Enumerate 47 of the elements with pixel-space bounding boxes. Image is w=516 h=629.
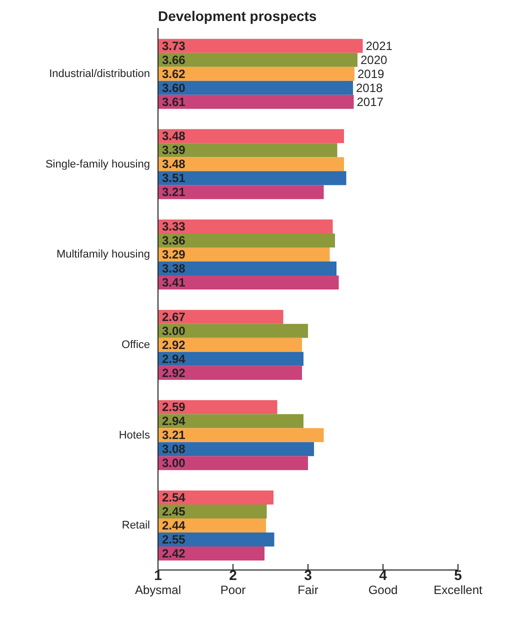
y-tick-label: Hotels: [118, 429, 150, 442]
data-label: 3.60: [162, 80, 186, 95]
data-label: 2.44: [162, 518, 186, 533]
x-tick-label: 3 Fair: [298, 567, 318, 597]
data-label: 2.92: [162, 366, 186, 380]
x-tick-label: 5 Excellent: [434, 567, 484, 597]
data-label: 2.92: [162, 338, 186, 352]
y-tick-label: Industrial/distribution: [49, 68, 150, 80]
data-label: 3.62: [162, 66, 186, 81]
x-tick-label: 2 Poor: [220, 567, 246, 597]
data-label: 3.00: [162, 324, 186, 338]
data-label: 3.33: [162, 220, 186, 234]
data-label: 3.51: [162, 171, 186, 186]
data-label: 3.21: [162, 428, 186, 442]
data-label: 2.45: [162, 504, 186, 519]
series-label: 2018: [356, 80, 384, 95]
data-label: 2.54: [162, 490, 186, 505]
series-label: 2020: [360, 52, 388, 67]
data-label: 2.94: [162, 414, 186, 428]
data-label: 3.36: [162, 234, 186, 248]
y-tick-label: Multifamily housing: [56, 248, 150, 261]
y-tick-label: Single-family housing: [45, 158, 150, 170]
data-label: 3.73: [162, 38, 186, 53]
data-label: 2.42: [162, 546, 186, 561]
data-label: 3.66: [162, 52, 186, 67]
data-label: 3.39: [162, 143, 186, 158]
data-label: 3.48: [162, 129, 186, 144]
data-label: 3.21: [162, 185, 186, 200]
data-label: 3.48: [162, 157, 186, 172]
data-label: 2.55: [162, 532, 186, 547]
data-label: 2.94: [162, 352, 186, 366]
data-label: 3.08: [162, 442, 186, 456]
series-label: 2017: [356, 94, 384, 109]
x-tick-label: 4 Good: [368, 567, 398, 597]
data-label: 3.38: [162, 262, 186, 276]
data-label: 2.59: [162, 400, 186, 414]
series-label: 2019: [358, 66, 385, 81]
x-tick-label: 1 Abysmal: [134, 567, 182, 597]
chart-title: Development prospects: [158, 8, 318, 24]
data-label: 3.29: [162, 248, 186, 262]
data-label: 3.61: [162, 94, 186, 109]
data-label: 3.41: [162, 276, 186, 290]
data-label: 3.00: [162, 456, 186, 470]
series-label: 2021: [366, 38, 393, 53]
y-tick-label: Retail: [122, 520, 150, 532]
y-tick-label: Office: [121, 339, 150, 352]
data-label: 2.67: [162, 310, 186, 324]
